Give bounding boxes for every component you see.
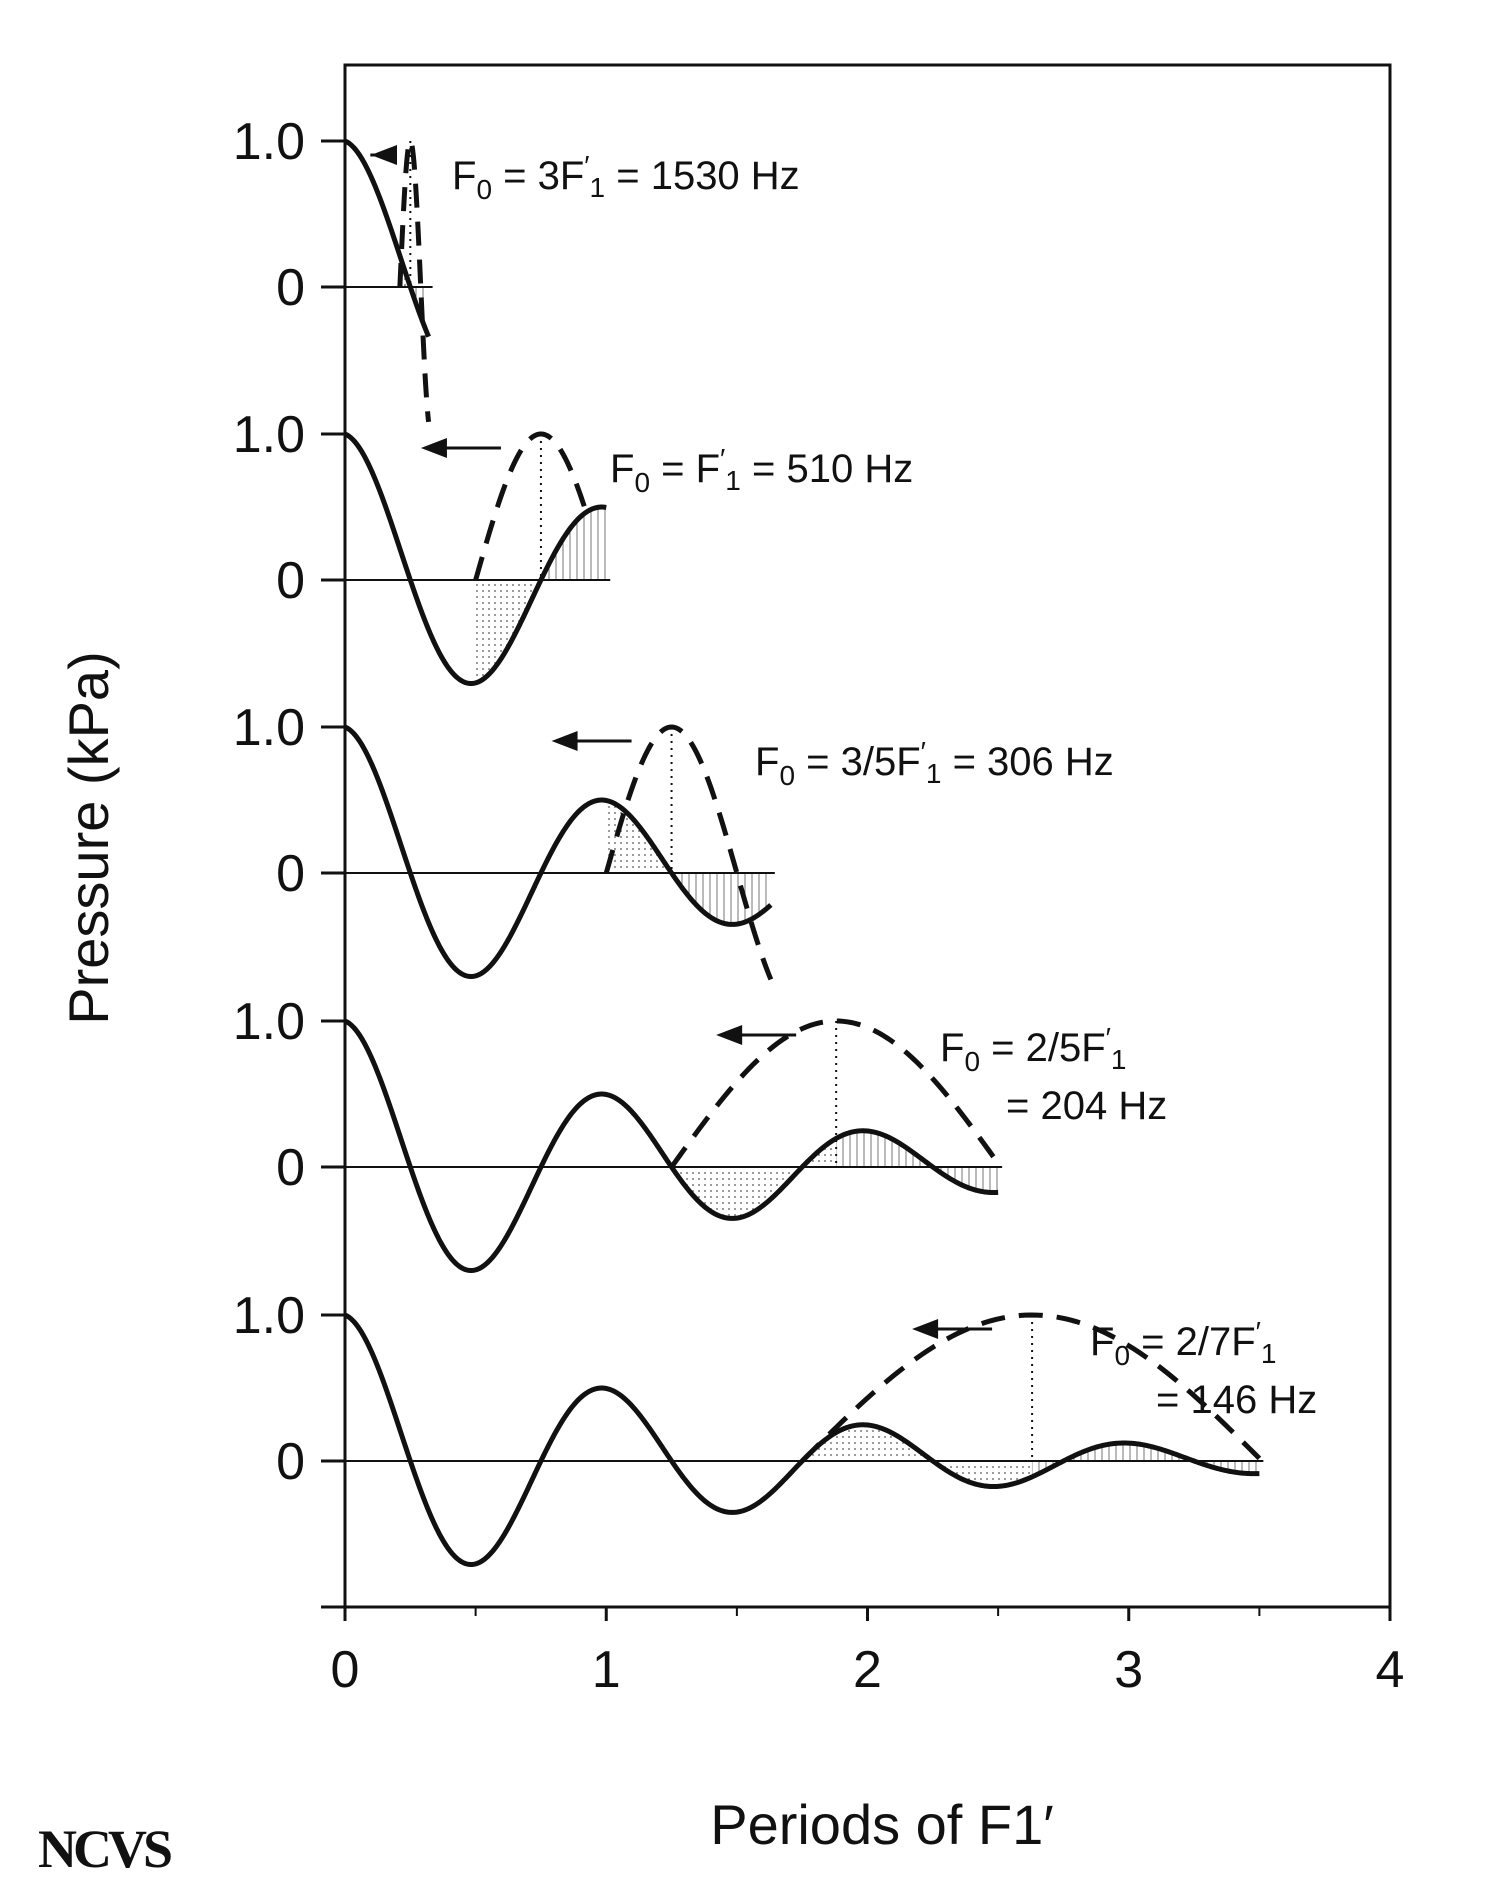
pressure-curve [343, 138, 431, 338]
frequency-label: F0 = 3/5F′1 = 306 Hz [755, 736, 1114, 791]
arrow-left-icon [551, 731, 578, 751]
plot-frame [343, 63, 1392, 1609]
y-tick-label: 1.0 [233, 699, 305, 757]
x-axis-label: Periods of F1′ [710, 1793, 1054, 1856]
stippled-region [475, 580, 541, 683]
labels: 0 1 2 3 4 1.0 0 F0 = 3F′1 = 1530 Hz 1.0 0 F0 = F′1… [233, 113, 1405, 1699]
stippled-region [671, 1138, 837, 1219]
y-tick-label: 1.0 [233, 993, 305, 1051]
glottal-pulse-curve [397, 138, 432, 423]
arrow-left-icon [716, 1025, 743, 1045]
curves [343, 138, 1262, 1568]
frequency-value: = 146 Hz [1156, 1378, 1317, 1422]
x-tick-label: 3 [1114, 1641, 1143, 1699]
x-tick-label: 1 [592, 1641, 621, 1699]
arrow-left-icon [912, 1319, 939, 1339]
frequency-label: F0 = 3F′1 = 1530 Hz [452, 150, 800, 205]
shaded-regions [399, 255, 1260, 1487]
frequency-label: F0 = 2/5F′1 [940, 1022, 1126, 1077]
y-axis-label: Pressure (kPa) [57, 651, 120, 1024]
y-tick-label: 0 [276, 1139, 305, 1197]
pressure-curve [343, 431, 607, 687]
y-tick-label: 1.0 [233, 406, 305, 464]
arrow-left-icon [420, 438, 447, 458]
y-tick-label: 1.0 [233, 113, 305, 171]
glottal-pulse-curve [473, 431, 588, 581]
y-tick-label: 1.0 [233, 1287, 305, 1345]
frequency-label: F0 = F′1 = 510 Hz [610, 443, 913, 498]
frequency-value: = 204 Hz [1006, 1084, 1167, 1128]
glottal-pulse-curve [800, 1312, 1262, 1463]
pressure-curve [343, 1018, 999, 1274]
y-tick-label: 0 [276, 259, 305, 317]
x-tick-label: 4 [1376, 1641, 1405, 1699]
x-tick-label: 2 [853, 1641, 882, 1699]
hatched-region [540, 507, 607, 580]
hatched-region [836, 1130, 999, 1193]
x-tick-label: 0 [331, 1641, 360, 1699]
frequency-label: F0 = 2/7F′1 [1090, 1316, 1276, 1371]
y-tick-label: 0 [276, 552, 305, 610]
pressure-curve [343, 724, 773, 980]
glottal-pulse-curve [603, 724, 774, 981]
glottal-pulse-curve [669, 1018, 1001, 1169]
y-tick-label: 0 [276, 845, 305, 903]
arrow-left-icon [371, 145, 397, 165]
ncvs-logo: NCVS [38, 1819, 173, 1879]
stippled-region [802, 1424, 1033, 1487]
hatched-region [671, 873, 771, 925]
y-tick-label: 0 [276, 1433, 305, 1491]
